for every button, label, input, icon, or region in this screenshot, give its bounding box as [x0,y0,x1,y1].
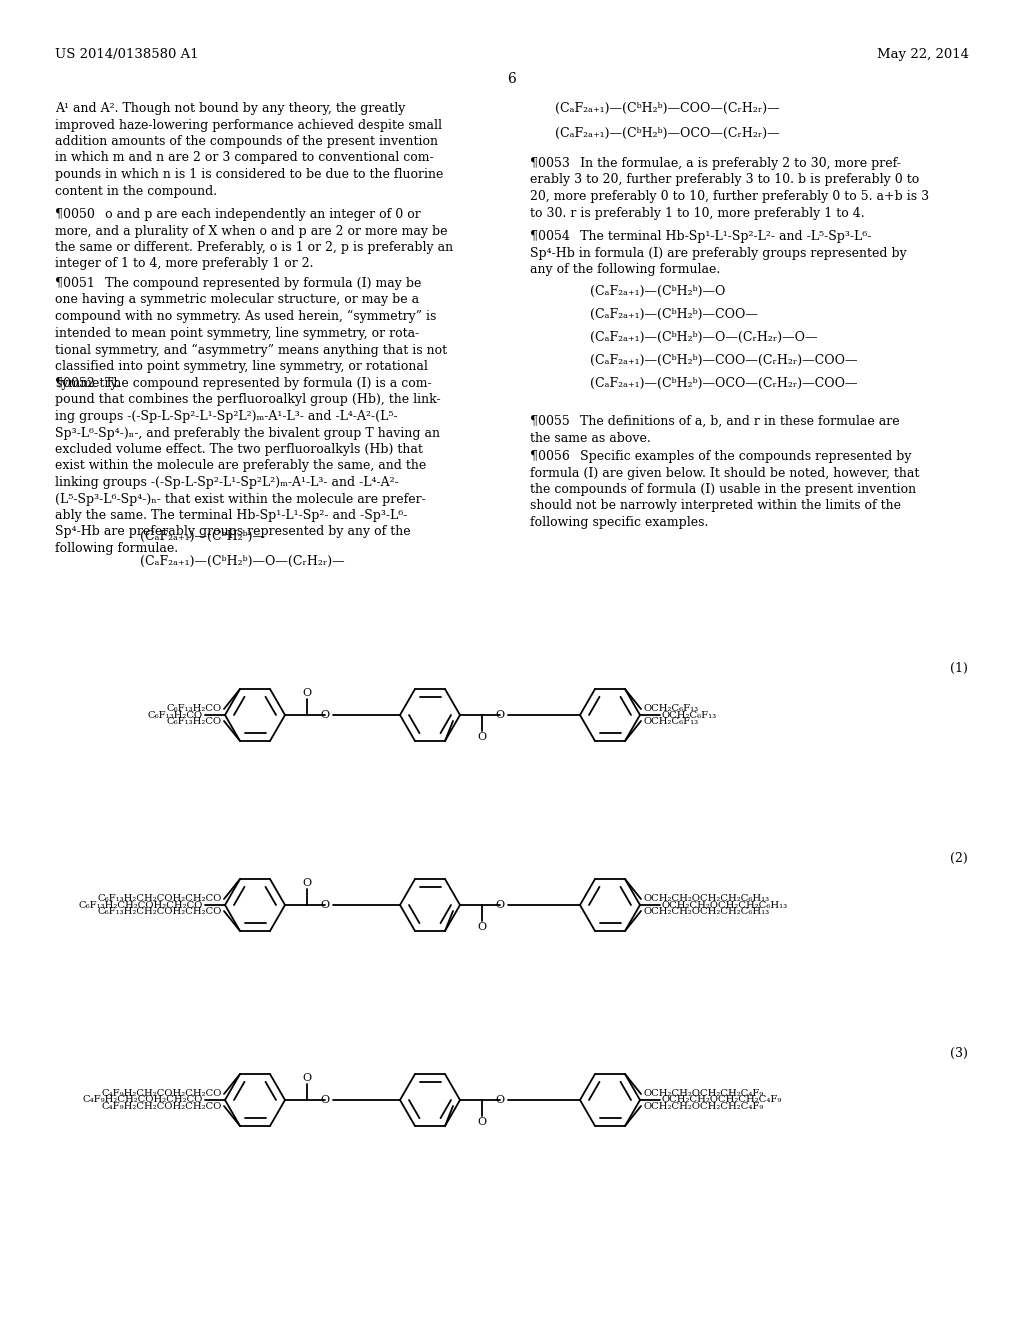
Text: C₆F₁₃H₂CH₂COH₂CH₂CO: C₆F₁₃H₂CH₂COH₂CH₂CO [97,907,222,916]
Text: ¶0055  The definitions of a, b, and r in these formulae are
the same as above.: ¶0055 The definitions of a, b, and r in … [530,414,900,445]
Text: 6: 6 [508,73,516,86]
Text: OCH₂CH₂OCH₂CH₂C₆H₁₃: OCH₂CH₂OCH₂CH₂C₆H₁₃ [662,900,788,909]
Text: O: O [321,1096,330,1105]
Text: May 22, 2014: May 22, 2014 [877,48,969,61]
Text: (CₐF₂ₐ₊₁)—(CᵇH₂ᵇ)—: (CₐF₂ₐ₊₁)—(CᵇH₂ᵇ)— [140,531,265,543]
Text: (CₐF₂ₐ₊₁)—(CᵇH₂ᵇ)—OCO—(CᵣH₂ᵣ)—COO—: (CₐF₂ₐ₊₁)—(CᵇH₂ᵇ)—OCO—(CᵣH₂ᵣ)—COO— [590,378,857,389]
Text: OCH₂C₆F₁₃: OCH₂C₆F₁₃ [662,710,717,719]
Text: O: O [302,878,311,888]
Text: ¶0050  o and p are each independently an integer of 0 or
more, and a plurality o: ¶0050 o and p are each independently an … [55,209,454,271]
Text: (CₐF₂ₐ₊₁)—(CᵇH₂ᵇ)—O—(CᵣH₂ᵣ)—: (CₐF₂ₐ₊₁)—(CᵇH₂ᵇ)—O—(CᵣH₂ᵣ)— [140,554,345,568]
Text: C₄F₉H₂CH₂COH₂CH₂CO: C₄F₉H₂CH₂COH₂CH₂CO [101,1102,222,1111]
Text: OCH₂CH₂OCH₂CH₂C₆H₁₃: OCH₂CH₂OCH₂CH₂C₆H₁₃ [643,894,769,903]
Text: OCH₂CH₂OCH₂CH₂C₄F₉: OCH₂CH₂OCH₂CH₂C₄F₉ [643,1089,763,1098]
Text: (CₐF₂ₐ₊₁)—(CᵇH₂ᵇ)—COO—: (CₐF₂ₐ₊₁)—(CᵇH₂ᵇ)—COO— [590,308,758,321]
Text: ¶0051  The compound represented by formula (I) may be
one having a symmetric mol: ¶0051 The compound represented by formul… [55,277,447,389]
Text: ¶0054  The terminal Hb-Sp¹-L¹-Sp²-L²- and -L⁵-Sp³-L⁶-
Sp⁴-Hb in formula (I) are : ¶0054 The terminal Hb-Sp¹-L¹-Sp²-L²- and… [530,230,906,276]
Text: (3): (3) [950,1047,968,1060]
Text: O: O [321,710,330,719]
Text: O: O [477,921,486,932]
Text: O: O [496,900,505,909]
Text: OCH₂C₆F₁₃: OCH₂C₆F₁₃ [643,704,698,713]
Text: (CₐF₂ₐ₊₁)—(CᵇH₂ᵇ)—COO—(CᵣH₂ᵣ)—: (CₐF₂ₐ₊₁)—(CᵇH₂ᵇ)—COO—(CᵣH₂ᵣ)— [555,102,779,115]
Text: (CₐF₂ₐ₊₁)—(CᵇH₂ᵇ)—O: (CₐF₂ₐ₊₁)—(CᵇH₂ᵇ)—O [590,285,725,298]
Text: O: O [477,733,486,742]
Text: ¶0056  Specific examples of the compounds represented by
formula (I) are given b: ¶0056 Specific examples of the compounds… [530,450,920,529]
Text: C₆F₁₃H₂CO: C₆F₁₃H₂CO [167,717,222,726]
Text: C₆F₁₃H₂CO: C₆F₁₃H₂CO [147,710,203,719]
Text: OCH₂CH₂OCH₂CH₂C₆H₁₃: OCH₂CH₂OCH₂CH₂C₆H₁₃ [643,907,769,916]
Text: C₄F₉H₂CH₂COH₂CH₂CO: C₄F₉H₂CH₂COH₂CH₂CO [83,1096,203,1105]
Text: O: O [302,688,311,698]
Text: A¹ and A². Though not bound by any theory, the greatly
improved haze-lowering pe: A¹ and A². Though not bound by any theor… [55,102,443,198]
Text: (CₐF₂ₐ₊₁)—(CᵇH₂ᵇ)—OCO—(CᵣH₂ᵣ)—: (CₐF₂ₐ₊₁)—(CᵇH₂ᵇ)—OCO—(CᵣH₂ᵣ)— [555,127,779,140]
Text: (2): (2) [950,851,968,865]
Text: ¶0052  The compound represented by formula (I) is a com-
pound that combines the: ¶0052 The compound represented by formul… [55,378,440,554]
Text: C₄F₉H₂CH₂COH₂CH₂CO: C₄F₉H₂CH₂COH₂CH₂CO [101,1089,222,1098]
Text: C₆F₁₃H₂CH₂COH₂CH₂CO: C₆F₁₃H₂CH₂COH₂CH₂CO [97,894,222,903]
Text: O: O [496,710,505,719]
Text: O: O [477,1117,486,1127]
Text: (1): (1) [950,663,968,675]
Text: ¶0053  In the formulae, a is preferably 2 to 30, more pref-
erably 3 to 20, furt: ¶0053 In the formulae, a is preferably 2… [530,157,929,219]
Text: C₆F₁₃H₂CO: C₆F₁₃H₂CO [167,704,222,713]
Text: O: O [496,1096,505,1105]
Text: OCH₂C₆F₁₃: OCH₂C₆F₁₃ [643,717,698,726]
Text: US 2014/0138580 A1: US 2014/0138580 A1 [55,48,199,61]
Text: (CₐF₂ₐ₊₁)—(CᵇH₂ᵇ)—COO—(CᵣH₂ᵣ)—COO—: (CₐF₂ₐ₊₁)—(CᵇH₂ᵇ)—COO—(CᵣH₂ᵣ)—COO— [590,354,857,367]
Text: (CₐF₂ₐ₊₁)—(CᵇH₂ᵇ)—O—(CᵣH₂ᵣ)—O—: (CₐF₂ₐ₊₁)—(CᵇH₂ᵇ)—O—(CᵣH₂ᵣ)—O— [590,331,817,345]
Text: O: O [302,1073,311,1082]
Text: OCH₂CH₂OCH₂CH₂C₄F₉: OCH₂CH₂OCH₂CH₂C₄F₉ [662,1096,782,1105]
Text: OCH₂CH₂OCH₂CH₂C₄F₉: OCH₂CH₂OCH₂CH₂C₄F₉ [643,1102,763,1111]
Text: C₆F₁₃H₂CH₂COH₂CH₂CO: C₆F₁₃H₂CH₂COH₂CH₂CO [79,900,203,909]
Text: O: O [321,900,330,909]
